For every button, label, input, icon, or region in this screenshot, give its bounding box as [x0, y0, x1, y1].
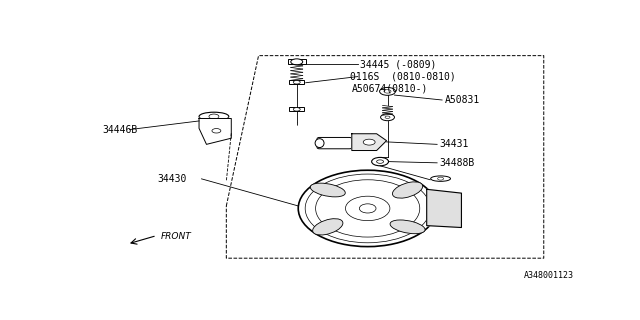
Text: FRONT: FRONT — [161, 232, 191, 241]
Circle shape — [293, 81, 300, 84]
Ellipse shape — [315, 139, 324, 148]
FancyBboxPatch shape — [288, 59, 306, 64]
Circle shape — [209, 114, 219, 119]
FancyBboxPatch shape — [289, 80, 304, 84]
Circle shape — [380, 87, 396, 95]
Circle shape — [212, 129, 221, 133]
Ellipse shape — [298, 170, 437, 247]
Text: A348001123: A348001123 — [524, 271, 573, 280]
Text: 0116S  (0810-0810): 0116S (0810-0810) — [350, 72, 456, 82]
Text: 34488B: 34488B — [440, 158, 475, 168]
Polygon shape — [352, 134, 387, 150]
Circle shape — [381, 114, 394, 121]
Ellipse shape — [346, 196, 390, 220]
Text: A50831: A50831 — [445, 95, 480, 105]
Circle shape — [291, 59, 303, 65]
FancyBboxPatch shape — [317, 138, 352, 149]
Polygon shape — [427, 189, 461, 228]
Ellipse shape — [359, 204, 376, 213]
Circle shape — [293, 108, 300, 111]
Circle shape — [372, 157, 388, 166]
Text: 34431: 34431 — [440, 139, 469, 149]
Ellipse shape — [310, 183, 346, 197]
Circle shape — [364, 139, 375, 145]
Text: 34445 (-0809): 34445 (-0809) — [360, 59, 436, 69]
FancyBboxPatch shape — [289, 108, 304, 111]
Text: A50674(0810-): A50674(0810-) — [352, 84, 428, 94]
Text: 34446B: 34446B — [102, 124, 138, 135]
Ellipse shape — [199, 112, 229, 121]
Ellipse shape — [392, 182, 422, 198]
Circle shape — [438, 177, 444, 180]
Circle shape — [376, 160, 383, 163]
Ellipse shape — [313, 219, 343, 235]
Circle shape — [385, 116, 390, 118]
Polygon shape — [199, 118, 231, 144]
Ellipse shape — [390, 220, 425, 234]
Text: 34430: 34430 — [157, 174, 186, 184]
Circle shape — [384, 90, 391, 93]
Ellipse shape — [431, 176, 451, 181]
